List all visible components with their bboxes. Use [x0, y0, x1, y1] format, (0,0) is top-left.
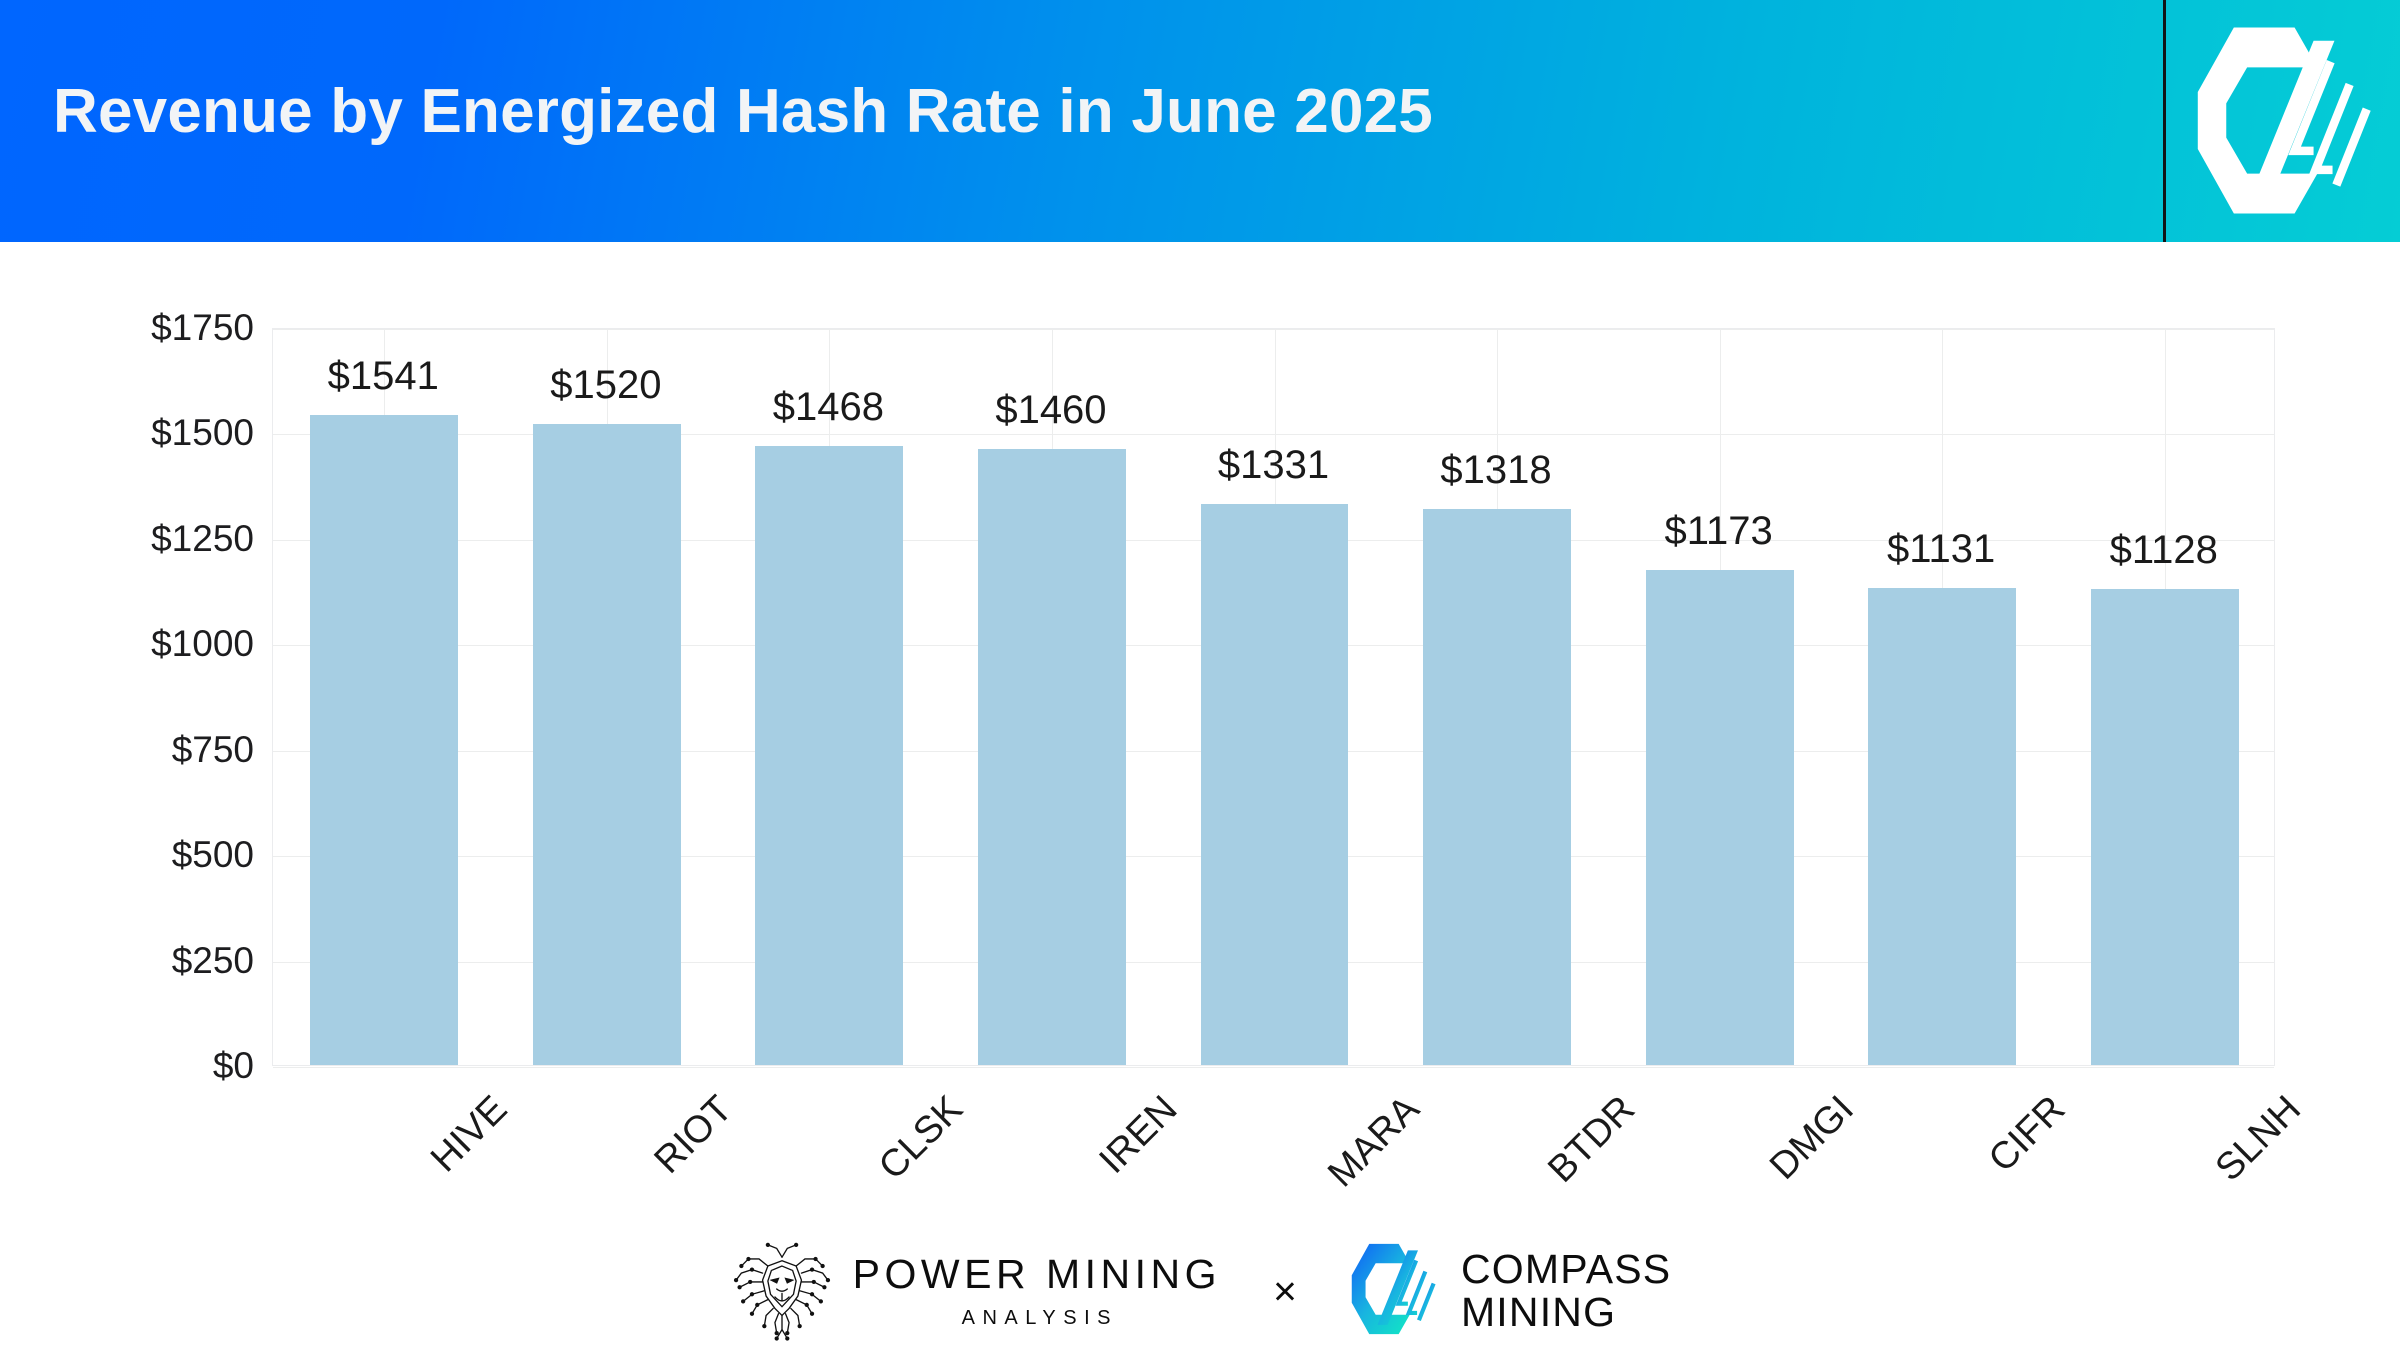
y-axis-tick-label: $1000	[151, 623, 254, 665]
y-axis-tick-label: $1500	[151, 412, 254, 454]
bar-dmgi[interactable]	[1645, 570, 1794, 1065]
bar-value-label-riot: $1520	[550, 362, 662, 407]
y-axis-tick-label: $750	[171, 728, 254, 770]
power-mining-wordmark: POWER MINING ANALYSIS	[852, 1251, 1221, 1329]
bar-mara[interactable]	[1200, 503, 1349, 1065]
collab-separator: ×	[1272, 1267, 1297, 1314]
power-mining-name: POWER MINING	[852, 1251, 1221, 1297]
compass-mining-line1: COMPASS	[1460, 1246, 1672, 1293]
compass-mining-wordmark: COMPASS MINING	[1461, 1248, 1671, 1333]
gridline-horizontal	[273, 1067, 2274, 1068]
x-axis-tick-label-riot: RIOT	[646, 1088, 741, 1182]
bar-value-label-hive: $1541	[327, 354, 439, 399]
x-axis-tick-label-slnh: SLNH	[2207, 1088, 2309, 1190]
bar-cifr[interactable]	[1868, 588, 2017, 1065]
bar-slnh[interactable]	[2090, 589, 2239, 1065]
x-axis-tick-label-clsk: CLSK	[871, 1088, 972, 1188]
gridline-horizontal	[273, 434, 2274, 436]
bar-value-label-iren: $1460	[995, 388, 1107, 433]
bar-value-label-mara: $1331	[1217, 442, 1330, 487]
compass-mining-logo-block: COMPASS MINING	[1349, 1239, 1671, 1344]
y-axis-tick-label: $1250	[151, 517, 254, 559]
bar-value-label-dmgi: $1173	[1664, 509, 1773, 554]
y-axis-tick-label: $500	[171, 834, 254, 876]
plot-area	[272, 328, 2275, 1068]
bar-value-label-cifr: $1131	[1887, 527, 1996, 572]
lion-circuit-icon	[729, 1230, 835, 1353]
bar-chart: $0 $250 $500 $750 $1000 $1250 $1500 $1750 $1541…	[0, 242, 2400, 1242]
x-axis-tick-label-btdr: BTDR	[1540, 1088, 1644, 1191]
y-axis-tick-label: $250	[171, 939, 254, 981]
bar-hive[interactable]	[310, 415, 459, 1065]
bar-btdr[interactable]	[1423, 509, 1572, 1065]
bar-value-label-btdr: $1318	[1440, 448, 1552, 493]
compass-mining-line2: MINING	[1460, 1289, 1617, 1335]
power-mining-subtitle: ANALYSIS	[961, 1307, 1118, 1329]
x-axis-tick-label-mara: MARA	[1319, 1088, 1427, 1196]
x-axis-tick-label-iren: IREN	[1091, 1088, 1186, 1182]
gridline-horizontal	[273, 329, 2274, 330]
compass-mining-logo-icon	[2192, 18, 2382, 223]
bar-clsk[interactable]	[755, 445, 904, 1065]
x-axis-tick-label-hive: HIVE	[423, 1088, 516, 1181]
x-axis-tick-label-cifr: CIFR	[1981, 1088, 2074, 1181]
bar-iren[interactable]	[977, 449, 1126, 1065]
power-mining-logo-block: POWER MINING ANALYSIS	[729, 1230, 1221, 1353]
bar-value-label-clsk: $1468	[772, 384, 884, 429]
page-title: Revenue by Energized Hash Rate in June 2…	[53, 77, 1433, 146]
compass-mining-mark-icon	[1349, 1239, 1441, 1344]
x-axis-tick-label-dmgi: DMGI	[1761, 1088, 1862, 1188]
y-axis-tick-label: $0	[212, 1045, 254, 1086]
bar-value-label-slnh: $1128	[2109, 528, 2218, 573]
footer-logos: POWER MINING ANALYSIS ×	[0, 1232, 2400, 1350]
header-divider	[2163, 0, 2166, 242]
header-banner: Revenue by Energized Hash Rate in June 2…	[0, 0, 2400, 242]
bar-riot[interactable]	[532, 424, 681, 1065]
y-axis-tick-label: $1750	[151, 307, 254, 348]
